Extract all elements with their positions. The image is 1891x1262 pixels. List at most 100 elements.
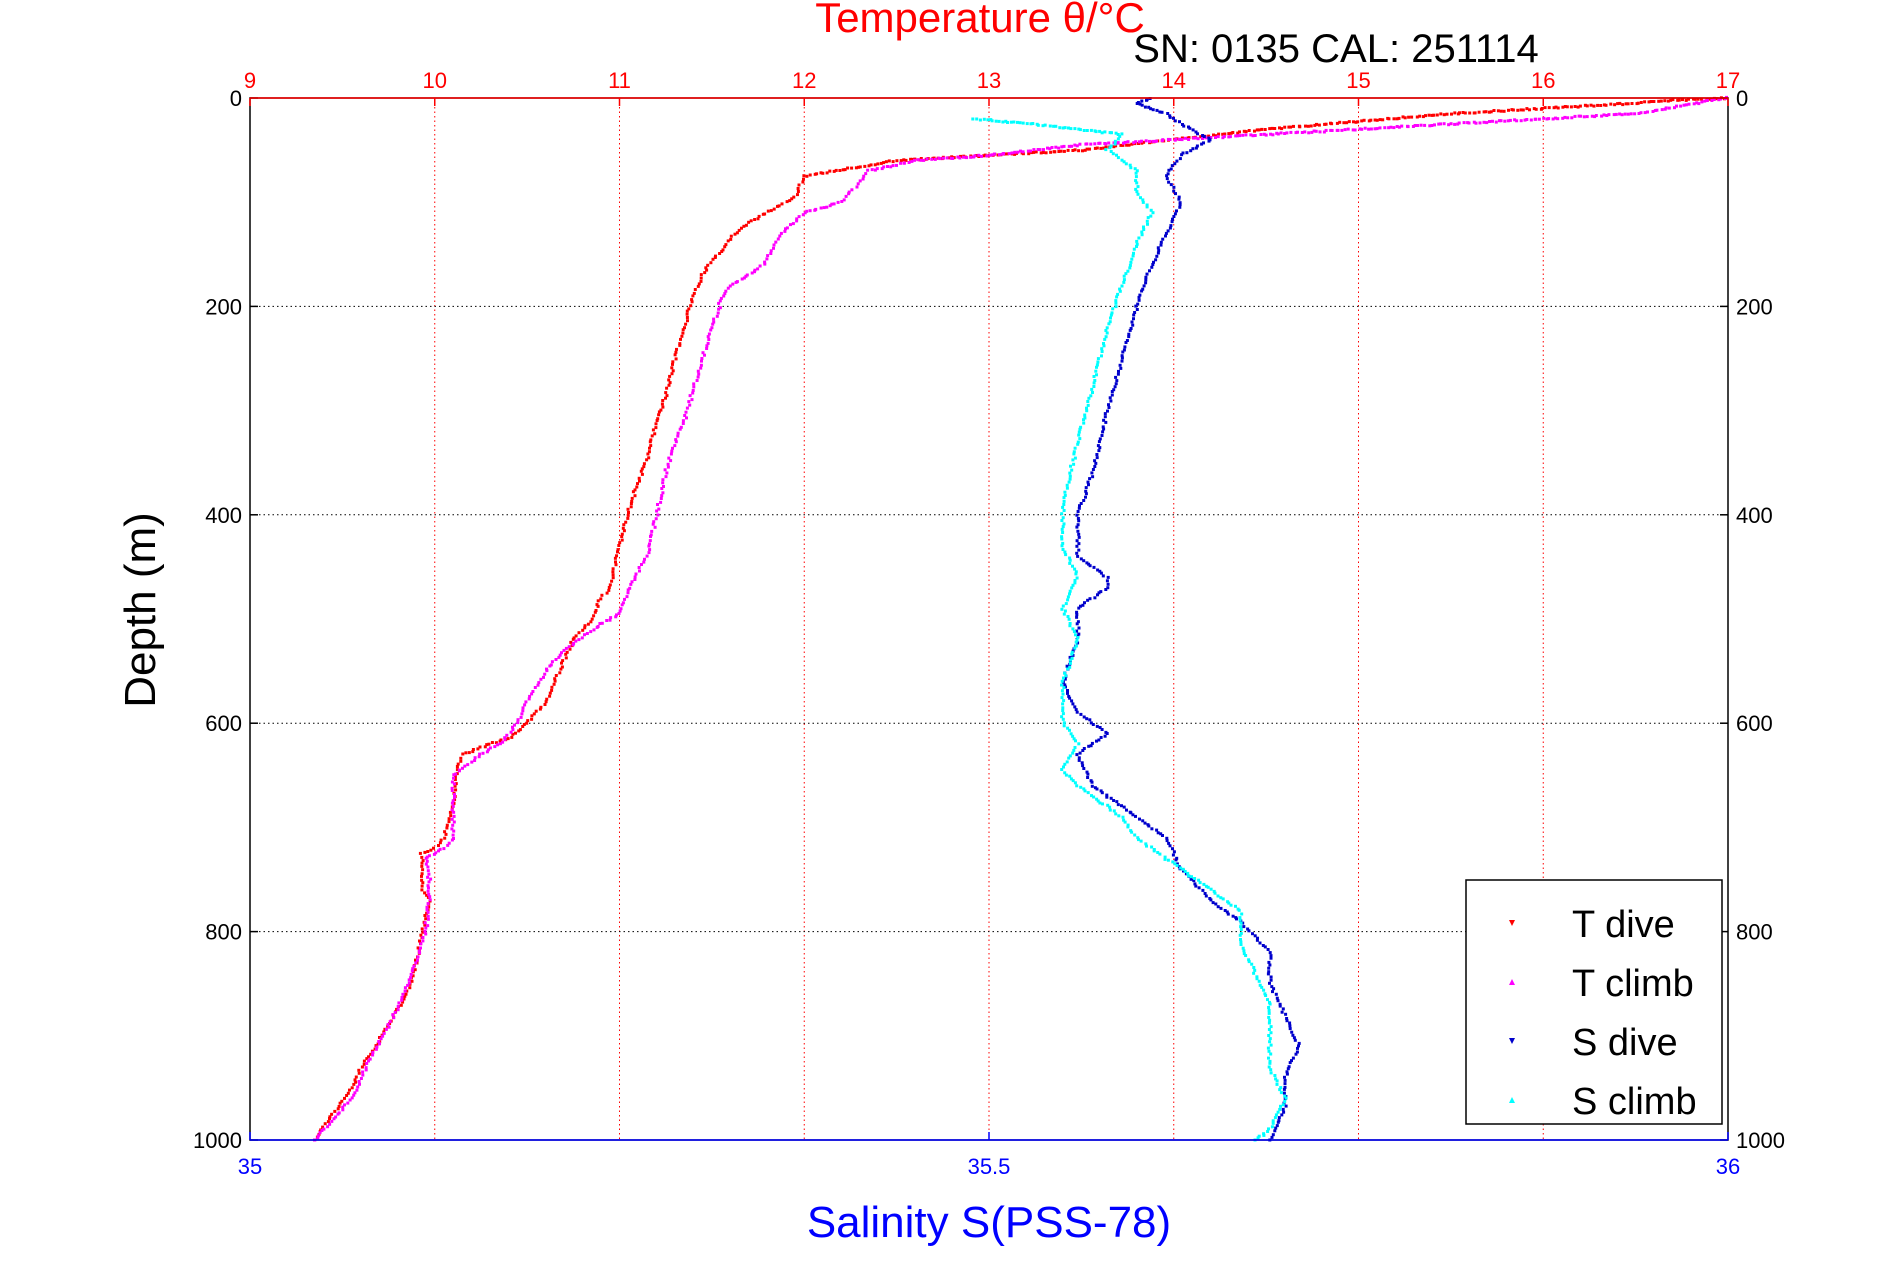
data-point — [488, 746, 492, 750]
data-point — [1010, 151, 1014, 155]
data-point — [1639, 101, 1643, 104]
data-point — [1074, 739, 1077, 743]
data-point — [1196, 137, 1200, 141]
data-point — [1207, 134, 1211, 138]
data-point — [1070, 468, 1074, 472]
data-point — [1127, 332, 1131, 336]
data-point — [1472, 111, 1476, 115]
data-point — [1152, 260, 1155, 264]
data-point — [1075, 551, 1079, 555]
data-point — [1076, 510, 1080, 513]
data-point — [1306, 124, 1310, 128]
data-point — [1060, 696, 1064, 700]
data-point — [1585, 104, 1589, 108]
data-point — [1155, 828, 1159, 832]
data-point — [574, 634, 578, 638]
data-point — [1170, 220, 1174, 224]
data-point — [1267, 1028, 1271, 1031]
data-point — [362, 1062, 366, 1066]
data-point — [1142, 225, 1145, 229]
data-point — [731, 282, 735, 286]
data-point — [846, 166, 850, 170]
data-point — [1105, 795, 1109, 799]
data-point — [1307, 131, 1311, 135]
data-point — [1198, 881, 1202, 885]
data-point — [1528, 108, 1531, 112]
data-point — [1430, 124, 1434, 127]
data-point — [427, 886, 430, 890]
data-point — [1076, 554, 1080, 558]
data-point — [1268, 127, 1272, 131]
data-point — [1074, 640, 1078, 644]
data-point — [427, 892, 431, 896]
data-point — [1389, 125, 1393, 129]
data-point — [1063, 771, 1067, 775]
data-point — [713, 256, 717, 259]
data-point — [423, 923, 427, 927]
data-point — [1098, 437, 1102, 441]
data-point — [621, 526, 625, 530]
data-point — [424, 932, 428, 936]
data-point — [982, 117, 986, 121]
data-point — [629, 582, 633, 586]
grid-lines — [250, 98, 1728, 1140]
data-point — [522, 723, 526, 726]
data-point — [1212, 889, 1216, 893]
data-point — [1214, 902, 1218, 906]
data-point — [1124, 162, 1128, 166]
data-point — [1109, 399, 1113, 403]
data-point — [1173, 162, 1177, 166]
data-point — [1083, 413, 1087, 417]
data-point — [1112, 799, 1116, 802]
data-point — [805, 174, 809, 178]
data-point — [1087, 396, 1091, 400]
data-point — [705, 344, 709, 348]
data-point — [1717, 98, 1721, 102]
data-point — [1503, 119, 1507, 123]
data-point — [421, 881, 425, 885]
data-point — [1268, 1002, 1272, 1006]
data-point — [1284, 1104, 1288, 1108]
data-point — [1090, 387, 1094, 391]
data-point — [1202, 141, 1205, 145]
data-point — [797, 215, 801, 219]
data-point — [432, 846, 435, 850]
data-point — [1238, 918, 1242, 922]
data-point — [1239, 940, 1243, 944]
data-point — [569, 640, 573, 644]
data-point — [611, 570, 615, 574]
data-point — [822, 206, 826, 210]
data-point — [1392, 117, 1396, 121]
data-point — [1197, 886, 1201, 890]
data-point — [933, 157, 937, 161]
data-point — [679, 337, 682, 341]
data-point — [1113, 139, 1117, 143]
data-point — [1172, 189, 1176, 193]
data-point — [1075, 784, 1079, 788]
data-point — [526, 719, 530, 723]
data-point — [1439, 112, 1443, 116]
legend-label: T climb — [1572, 963, 1694, 1005]
data-point — [1060, 607, 1064, 611]
data-point — [1271, 990, 1274, 994]
data-point — [1271, 1133, 1275, 1137]
data-point — [1268, 963, 1272, 967]
data-point — [595, 603, 599, 607]
data-point — [626, 513, 630, 517]
data-point — [377, 1040, 381, 1043]
data-point — [1252, 971, 1256, 975]
data-point — [425, 905, 429, 909]
data-point — [685, 406, 689, 410]
data-point — [678, 342, 682, 346]
data-point — [409, 972, 413, 976]
data-point — [1262, 132, 1266, 136]
tick-label-depth-left: 600 — [205, 711, 242, 736]
data-point — [1160, 110, 1164, 114]
data-point — [1073, 581, 1077, 585]
data-point — [605, 619, 609, 622]
data-point — [1269, 1071, 1273, 1075]
data-point — [1077, 433, 1081, 437]
data-point — [1101, 430, 1105, 434]
data-point — [1140, 103, 1144, 107]
data-point — [1263, 992, 1267, 996]
